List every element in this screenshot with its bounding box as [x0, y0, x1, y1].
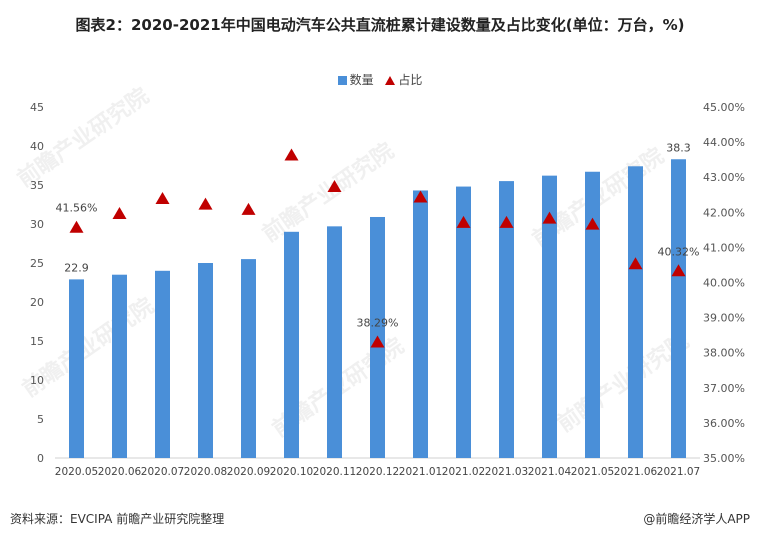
bar: [112, 274, 127, 458]
y-left-tick-label: 45: [30, 101, 44, 114]
x-tick-label: 2020.10: [270, 466, 313, 478]
bar: [198, 263, 213, 458]
bar: [284, 231, 299, 458]
bar: [155, 270, 170, 458]
bar: [456, 186, 471, 458]
chart-title: 图表2：2020-2021年中国电动汽车公共直流桩累计建设数量及占比变化(单位：…: [75, 16, 685, 34]
y-right-tick-label: 40.00%: [703, 277, 745, 290]
y-left-tick-label: 35: [30, 179, 44, 192]
y-right-tick-label: 41.00%: [703, 241, 745, 254]
y-right-tick-label: 42.00%: [703, 206, 745, 219]
x-tick-label: 2020.08: [184, 466, 227, 478]
marker-point: [456, 215, 471, 228]
marker-point: [69, 220, 84, 233]
x-tick-label: 2020.09: [227, 466, 270, 478]
marker-point: [241, 202, 256, 215]
marker-point: [284, 148, 299, 161]
marker-point: [499, 215, 514, 228]
y-right-tick-label: 38.00%: [703, 347, 745, 360]
data-label: 41.56%: [56, 202, 98, 215]
x-tick-label: 2021.01: [399, 466, 442, 478]
x-tick-label: 2020.05: [55, 466, 98, 478]
data-label: 40.32%: [658, 245, 700, 258]
x-tick-label: 2020.06: [98, 466, 142, 478]
bar: [499, 181, 514, 458]
legend-bar-label: 数量: [349, 73, 374, 87]
y-right-tick-label: 35.00%: [703, 452, 745, 465]
marker-point: [542, 211, 557, 224]
y-left-tick-label: 15: [30, 335, 44, 348]
bar: [585, 171, 600, 459]
y-right-tick-label: 39.00%: [703, 312, 745, 325]
bar: [69, 279, 84, 458]
marker-point: [628, 257, 643, 270]
data-label: 22.9: [64, 261, 89, 274]
bar: [628, 166, 643, 458]
y-left-tick-label: 0: [37, 452, 44, 465]
marker-point: [155, 191, 170, 204]
y-right-tick-label: 43.00%: [703, 171, 745, 184]
y-right-tick-label: 37.00%: [703, 382, 745, 395]
bar: [241, 259, 256, 458]
x-tick-label: 2020.07: [141, 466, 184, 478]
y-right-tick-label: 36.00%: [703, 417, 745, 430]
marker-point: [370, 335, 385, 348]
x-tick-label: 2021.02: [442, 466, 485, 478]
chart-plot: 0 5 10 15 20 25 30 35 40 45 35.00% 36.00% 37.00% 38.0…: [30, 101, 745, 478]
legend-marker-label: 占比: [398, 73, 423, 87]
y-left-tick-label: 20: [30, 296, 44, 309]
x-tick-label: 2021.06: [614, 466, 658, 478]
y-left-tick-label: 5: [37, 413, 44, 426]
legend-item-bar: 数量: [337, 71, 374, 88]
x-tick-label: 2020.12: [356, 466, 399, 478]
x-tick-label: 2021.07: [657, 466, 700, 478]
marker-point: [671, 264, 686, 277]
x-tick-label: 2020.11: [313, 466, 356, 478]
x-tick-label: 2021.05: [571, 466, 614, 478]
data-label: 38.3: [666, 141, 691, 154]
y-left-tick-label: 25: [30, 257, 44, 270]
bar: [413, 190, 428, 458]
source-note: 资料来源：EVCIPA 前瞻产业研究院整理: [10, 512, 225, 526]
x-tick-label: 2021.03: [485, 466, 528, 478]
y-right-tick-label: 45.00%: [703, 101, 745, 114]
bar: [542, 175, 557, 458]
legend-marker-triangle-icon: [385, 76, 396, 85]
legend-item-marker: 占比: [385, 71, 422, 88]
y-right-tick-label: 44.00%: [703, 136, 745, 149]
y-left-tick-label: 40: [30, 140, 44, 153]
marker-point: [327, 180, 342, 193]
y-left-tick-label: 30: [30, 218, 44, 231]
marker-point: [413, 190, 428, 203]
y-left-tick-label: 10: [30, 374, 44, 387]
chart-legend: 数量 占比: [0, 71, 760, 88]
marker-point: [112, 207, 127, 220]
legend-bar-swatch: [337, 76, 347, 85]
bar: [671, 159, 686, 458]
data-label: 38.29%: [357, 317, 399, 330]
marker-point: [198, 197, 213, 210]
x-tick-label: 2021.04: [528, 466, 572, 478]
bar: [327, 226, 342, 458]
marker-point: [585, 217, 600, 230]
credit-note: @前瞻经济学人APP: [643, 512, 750, 526]
